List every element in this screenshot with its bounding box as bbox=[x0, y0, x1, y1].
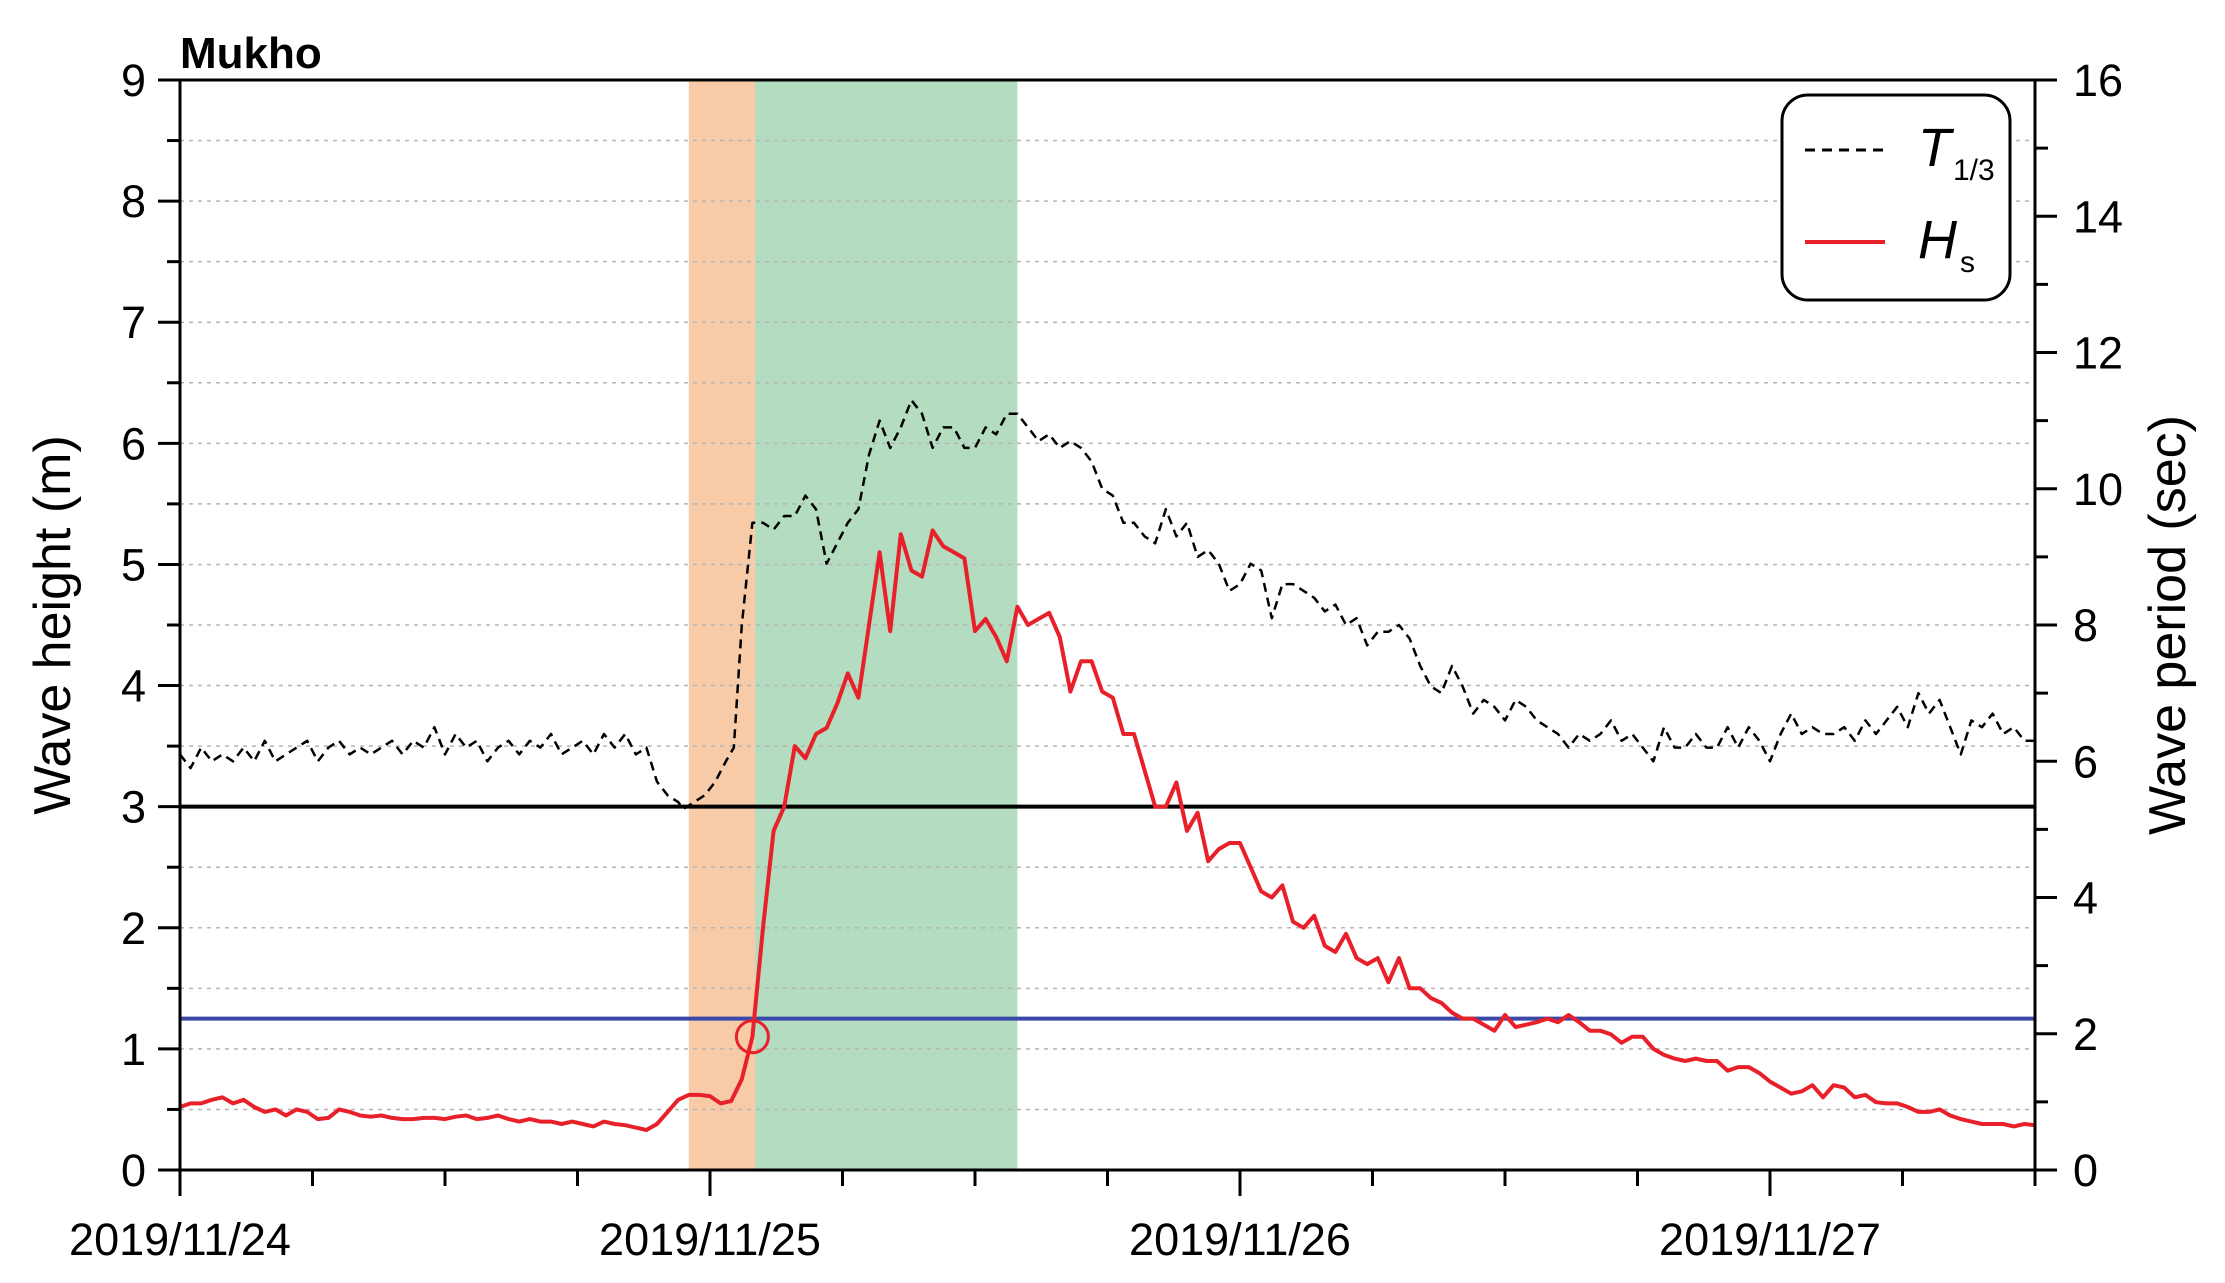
y-right-tick-label: 12 bbox=[2073, 328, 2123, 379]
y-left-tick-label: 2 bbox=[121, 903, 146, 954]
y-left-tick-label: 6 bbox=[121, 418, 146, 469]
y-left-tick-label: 5 bbox=[121, 539, 146, 590]
series-line-t13 bbox=[179, 398, 2035, 811]
y-left-tick-label: 4 bbox=[121, 661, 146, 712]
x-tick-label: 2019/11/24 bbox=[69, 1214, 291, 1265]
y-left-tick-label: 3 bbox=[121, 782, 146, 833]
series-line-hs bbox=[179, 528, 2036, 1132]
y-axis-left-label: Wave height (m) bbox=[24, 435, 82, 815]
legend-t13-symbol: T bbox=[1918, 118, 1955, 178]
x-axis-ticks: 2019/11/24 2019/11/25 2019/11/26 2019/11/27 bbox=[69, 1170, 2037, 1265]
y-left-tick-label: 9 bbox=[121, 55, 146, 106]
left-axis-ticks: 0 1 2 3 4 5 6 7 8 9 bbox=[121, 55, 180, 1196]
y-left-tick-label: 1 bbox=[121, 1024, 146, 1075]
right-axis-ticks: 0 2 4 6 8 10 12 14 16 bbox=[2035, 55, 2123, 1196]
legend-hs-symbol: H bbox=[1918, 210, 1958, 270]
y-axis-right-label: Wave period (sec) bbox=[2139, 415, 2197, 835]
y-left-tick-label: 8 bbox=[121, 176, 146, 227]
y-left-tick-label: 0 bbox=[121, 1145, 146, 1196]
y-left-tick-label: 7 bbox=[121, 297, 146, 348]
legend-t13-subscript: 1/3 bbox=[1953, 154, 1995, 187]
legend-hs-subscript: s bbox=[1960, 246, 1975, 279]
x-tick-label: 2019/11/27 bbox=[1659, 1214, 1881, 1265]
y-right-tick-label: 10 bbox=[2073, 464, 2123, 515]
series-lines bbox=[179, 398, 2036, 1132]
y-right-tick-label: 6 bbox=[2073, 736, 2098, 787]
y-right-tick-label: 8 bbox=[2073, 600, 2098, 651]
x-tick-label: 2019/11/25 bbox=[599, 1214, 821, 1265]
event-marker-circle bbox=[734, 1019, 770, 1055]
chart-title: Mukho bbox=[180, 29, 322, 78]
y-right-tick-label: 0 bbox=[2073, 1145, 2098, 1196]
x-tick-label: 2019/11/26 bbox=[1129, 1214, 1351, 1265]
reference-lines bbox=[180, 804, 2035, 1021]
y-right-tick-label: 14 bbox=[2073, 191, 2123, 242]
y-right-tick-label: 4 bbox=[2073, 873, 2098, 924]
legend-box bbox=[1780, 93, 2012, 302]
y-right-tick-label: 2 bbox=[2073, 1009, 2098, 1060]
legend: T 1/3 H s bbox=[1780, 93, 2012, 302]
y-right-tick-label: 16 bbox=[2073, 55, 2123, 106]
gridlines bbox=[180, 139, 2035, 1111]
event-marker bbox=[734, 1019, 770, 1055]
